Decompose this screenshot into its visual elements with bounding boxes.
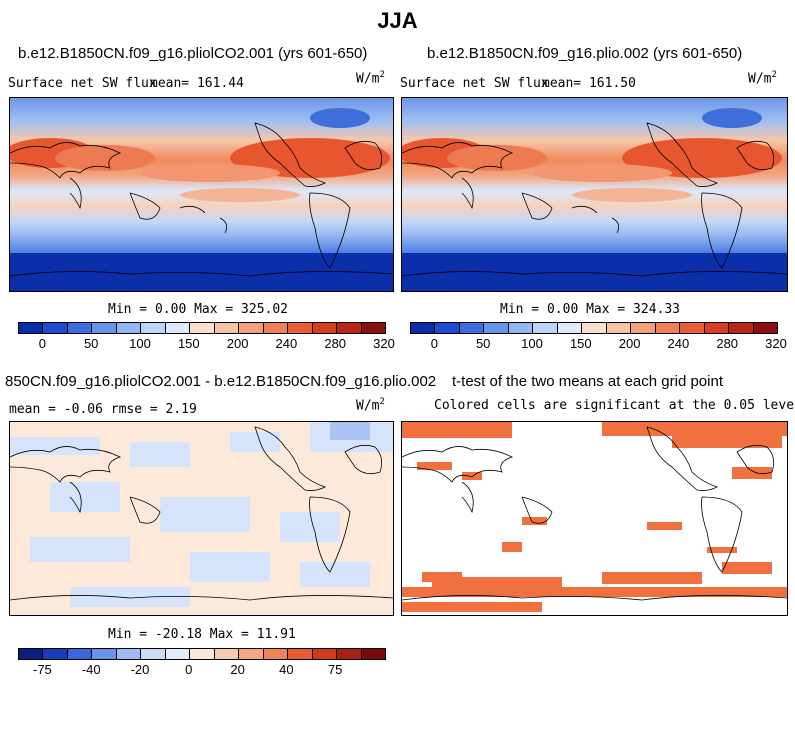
panel1-colorbar	[18, 322, 386, 334]
colorbar-swatch	[312, 649, 338, 659]
colorbar-tick-label: 280	[716, 336, 739, 351]
colorbar-tick-label: 200	[618, 336, 641, 351]
colorbar-swatch	[214, 323, 240, 333]
panel3-case-title: 850CN.f09_g16.pliolCO2.001 - b.e12.B1850…	[5, 373, 437, 390]
colorbar-swatch	[337, 323, 362, 333]
colorbar-swatch	[67, 649, 93, 659]
panel3-map	[9, 421, 394, 616]
panel3-unit-label: W/m2	[356, 397, 385, 414]
colorbar-tick-label: 150	[569, 336, 592, 351]
colorbar-swatch	[753, 323, 778, 333]
colorbar-swatch	[239, 323, 264, 333]
panel2-map-graphic	[402, 98, 787, 291]
colorbar-tick-label: 0	[185, 662, 193, 677]
panel2-variable-label: Surface net SW flux	[400, 76, 549, 91]
colorbar-tick-label: 75	[327, 662, 343, 677]
colorbar-swatch	[557, 323, 583, 333]
colorbar-tick-label: 280	[324, 336, 347, 351]
colorbar-swatch	[165, 323, 191, 333]
panel1-variable-label: Surface net SW flux	[8, 76, 157, 91]
colorbar-swatch	[190, 649, 215, 659]
panel1-case-title: b.e12.B1850CN.f09_g16.pliolCO2.001 (yrs …	[18, 45, 368, 62]
colorbar-swatch	[141, 323, 166, 333]
colorbar-tick-label: 100	[521, 336, 543, 351]
colorbar-swatch	[484, 323, 509, 333]
colorbar-tick-label: 100	[129, 336, 151, 351]
colorbar-swatch	[19, 649, 44, 659]
colorbar-swatch	[141, 649, 166, 659]
colorbar-swatch	[263, 649, 289, 659]
panel1-minmax-label: Min = 0.00 Max = 325.02	[108, 302, 289, 317]
colorbar-tick-label: 320	[373, 336, 395, 351]
panel3-minmax-label: Min = -20.18 Max = 11.91	[108, 627, 296, 642]
panel4-map-graphic	[402, 422, 787, 615]
panel4-case-title: t-test of the two means at each grid poi…	[452, 373, 723, 390]
panel4-significance-label: Colored cells are significant at the 0.0…	[434, 398, 795, 413]
colorbar-swatch	[190, 323, 215, 333]
panel1-map-graphic	[10, 98, 393, 291]
colorbar-swatch	[288, 649, 313, 659]
colorbar-tick-label: 150	[177, 336, 200, 351]
colorbar-swatch	[582, 323, 607, 333]
colorbar-tick-label: 40	[279, 662, 294, 677]
colorbar-swatch	[680, 323, 705, 333]
panel1-unit-label: W/m2	[356, 70, 385, 87]
colorbar-tick-label: 240	[667, 336, 690, 351]
colorbar-swatch	[508, 323, 534, 333]
colorbar-swatch	[214, 649, 240, 659]
panel2-colorbar	[410, 322, 778, 334]
colorbar-tick-label: 320	[765, 336, 787, 351]
colorbar-swatch	[655, 323, 681, 333]
colorbar-swatch	[92, 323, 117, 333]
colorbar-tick-label: 240	[275, 336, 298, 351]
colorbar-swatch	[411, 323, 436, 333]
colorbar-swatch	[92, 649, 117, 659]
panel3-colorbar	[18, 648, 386, 660]
colorbar-swatch	[165, 649, 191, 659]
colorbar-swatch	[631, 323, 656, 333]
colorbar-tick-label: -75	[32, 662, 52, 677]
colorbar-swatch	[67, 323, 93, 333]
panel2-minmax-label: Min = 0.00 Max = 324.33	[500, 302, 681, 317]
panel3-stat-label: mean = -0.06 rmse = 2.19	[9, 402, 197, 417]
colorbar-swatch	[116, 649, 142, 659]
panel2-case-title: b.e12.B1850CN.f09_g16.plio.002 (yrs 601-…	[427, 45, 743, 62]
colorbar-swatch	[116, 323, 142, 333]
colorbar-swatch	[435, 323, 460, 333]
colorbar-tick-label: -40	[81, 662, 101, 677]
panel4-map	[401, 421, 788, 616]
colorbar-tick-label: 200	[226, 336, 249, 351]
colorbar-tick-label: 0	[38, 336, 47, 351]
figure-title: JJA	[377, 8, 418, 33]
colorbar-swatch	[729, 323, 754, 333]
colorbar-swatch	[288, 323, 313, 333]
panel2-unit-label: W/m2	[748, 70, 777, 87]
colorbar-swatch	[361, 649, 386, 659]
panel2-mean-label: mean= 161.50	[542, 76, 636, 91]
colorbar-swatch	[361, 323, 386, 333]
colorbar-swatch	[43, 323, 68, 333]
colorbar-tick-label: 0	[430, 336, 439, 351]
panel1-map	[9, 97, 394, 292]
colorbar-swatch	[239, 649, 264, 659]
colorbar-tick-label: -20	[130, 662, 150, 677]
panel3-map-graphic	[10, 422, 393, 615]
colorbar-swatch	[19, 323, 44, 333]
colorbar-swatch	[263, 323, 289, 333]
colorbar-swatch	[533, 323, 558, 333]
colorbar-swatch	[459, 323, 485, 333]
colorbar-swatch	[312, 323, 338, 333]
colorbar-swatch	[43, 649, 68, 659]
panel2-map	[401, 97, 788, 292]
colorbar-tick-label: 50	[83, 336, 99, 351]
colorbar-swatch	[606, 323, 632, 333]
colorbar-swatch	[704, 323, 730, 333]
colorbar-swatch	[337, 649, 362, 659]
colorbar-tick-label: 50	[475, 336, 491, 351]
colorbar-tick-label: 20	[230, 662, 245, 677]
panel1-mean-label: mean= 161.44	[150, 76, 244, 91]
